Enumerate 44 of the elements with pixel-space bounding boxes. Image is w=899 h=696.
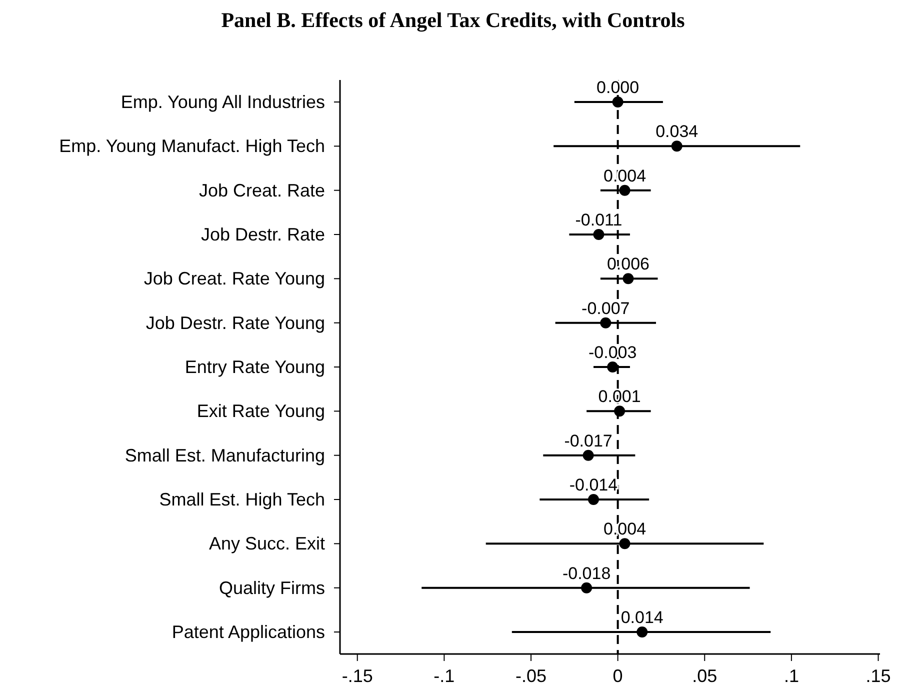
point — [607, 362, 618, 372]
y-tick-label: Emp. Young All Industries — [120, 92, 325, 112]
data-label: 0.004 — [603, 166, 646, 186]
y-tick-label: Quality Firms — [218, 578, 325, 598]
y-tick-label: Job Destr. Rate — [200, 224, 325, 244]
chart-title: Panel B. Effects of Angel Tax Credits, with Controls — [221, 8, 685, 32]
data-label: -0.017 — [564, 431, 612, 450]
point — [636, 626, 648, 638]
y-tick-label: Job Creat. Rate Young — [144, 268, 325, 289]
data-label: 0.004 — [603, 520, 646, 539]
x-tick-label: -.1 — [434, 666, 455, 686]
data-label: 0.001 — [598, 387, 641, 406]
point — [593, 229, 604, 240]
point — [619, 184, 630, 196]
point — [588, 494, 600, 505]
x-tick-label: -.15 — [342, 666, 373, 686]
point — [619, 538, 630, 550]
data-label: 0.000 — [596, 78, 640, 97]
point — [671, 140, 682, 152]
y-tick-label: Any Succ. Exit — [208, 534, 325, 554]
y-tick-label: Entry Rate Young — [184, 357, 325, 377]
point — [582, 450, 594, 461]
data-label: 0.014 — [620, 608, 664, 627]
data-label: -0.014 — [569, 476, 618, 494]
x-tick-label: -.05 — [515, 666, 547, 686]
y-tick-label: Job Destr. Rate Young — [146, 312, 325, 333]
x-tick-label: 0 — [612, 666, 623, 686]
x-tick-label: .1 — [784, 666, 799, 686]
y-tick-label: Job Creat. Rate — [198, 180, 325, 200]
x-tick-label: .05 — [692, 666, 718, 686]
point — [622, 273, 634, 284]
x-tick-label: .15 — [866, 666, 891, 686]
point — [612, 96, 624, 108]
y-tick-label: Small Est. Manufacturing — [124, 445, 325, 466]
y-tick-label: Exit Rate Young — [196, 401, 325, 422]
y-tick-label: Emp. Young Manufact. High Tech — [59, 136, 325, 156]
point — [581, 582, 592, 594]
data-label: -0.003 — [588, 343, 637, 362]
point — [614, 406, 626, 417]
y-tick-label: Patent Applications — [172, 622, 325, 642]
data-label: 0.034 — [656, 122, 698, 142]
y-tick-label: Small Est. High Tech — [159, 490, 325, 510]
data-label: -0.018 — [562, 564, 611, 583]
point — [600, 317, 612, 328]
